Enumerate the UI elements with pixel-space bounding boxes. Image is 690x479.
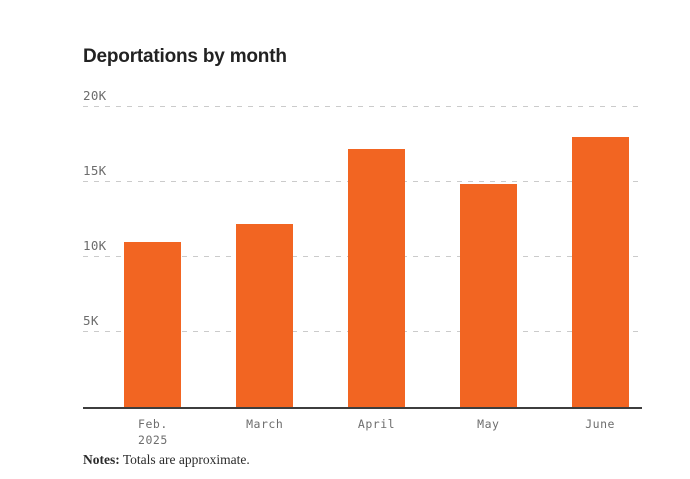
x-axis-tick-line: Feb.: [138, 417, 168, 431]
plot-area: 5K 10K 15K 20K Feb. 2025 March April May June: [83, 88, 642, 447]
y-axis-tick-label: 15K: [83, 163, 107, 178]
bar-april: [347, 149, 405, 407]
bar-band: [432, 107, 544, 407]
chart-title: Deportations by month: [83, 46, 287, 67]
x-axis-tick-label: June: [544, 416, 656, 448]
x-axis-tick-label: Feb. 2025: [97, 416, 209, 448]
bar-band: [209, 107, 321, 407]
x-axis-tick-label: March: [209, 416, 321, 448]
notes-text: Totals are approximate.: [119, 452, 250, 467]
bar-june: [571, 137, 629, 407]
x-axis-tick-label: May: [432, 416, 544, 448]
x-axis-tick-line: 2025: [138, 433, 168, 447]
x-axis-tick-line: June: [585, 417, 615, 431]
x-axis-tick-line: March: [246, 417, 284, 431]
bar-feb-2025: [124, 242, 182, 407]
y-axis-tick-label: 10K: [83, 238, 107, 253]
x-axis-labels: Feb. 2025 March April May June: [97, 416, 656, 448]
bar-may: [459, 183, 517, 407]
bars-row: [97, 107, 656, 407]
bar-band: [321, 107, 433, 407]
notes-label: Notes:: [83, 452, 120, 467]
bar-band: [97, 107, 209, 407]
x-axis-tick-line: May: [477, 417, 500, 431]
bar-march: [236, 224, 294, 407]
chart-notes: Notes: Totals are approximate.: [83, 452, 250, 468]
x-axis-tick-label: April: [321, 416, 433, 448]
bar-band: [544, 107, 656, 407]
y-axis-tick-label: 20K: [83, 88, 107, 103]
x-axis-tick-line: April: [357, 417, 396, 431]
gridline-20k: [83, 106, 640, 107]
y-axis-tick-label: 5K: [83, 313, 99, 328]
